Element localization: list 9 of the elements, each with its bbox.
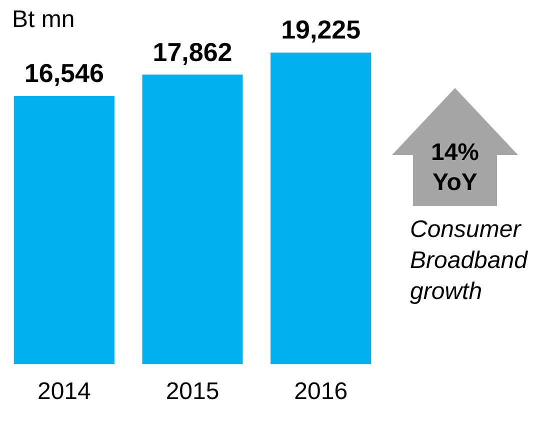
x-tick-label: 2016 [294, 378, 348, 406]
data-label: 17,862 [152, 36, 232, 67]
data-label: 19,225 [281, 14, 361, 45]
text: 14% YoY [430, 138, 480, 198]
x-tick-label: 2014 [37, 378, 91, 406]
text: Consumer Broadband growth [410, 215, 529, 307]
y-axis-title: Bt mn [12, 6, 75, 34]
data-label: 16,546 [24, 58, 104, 88]
x-tick-label: 2015 [166, 378, 220, 406]
